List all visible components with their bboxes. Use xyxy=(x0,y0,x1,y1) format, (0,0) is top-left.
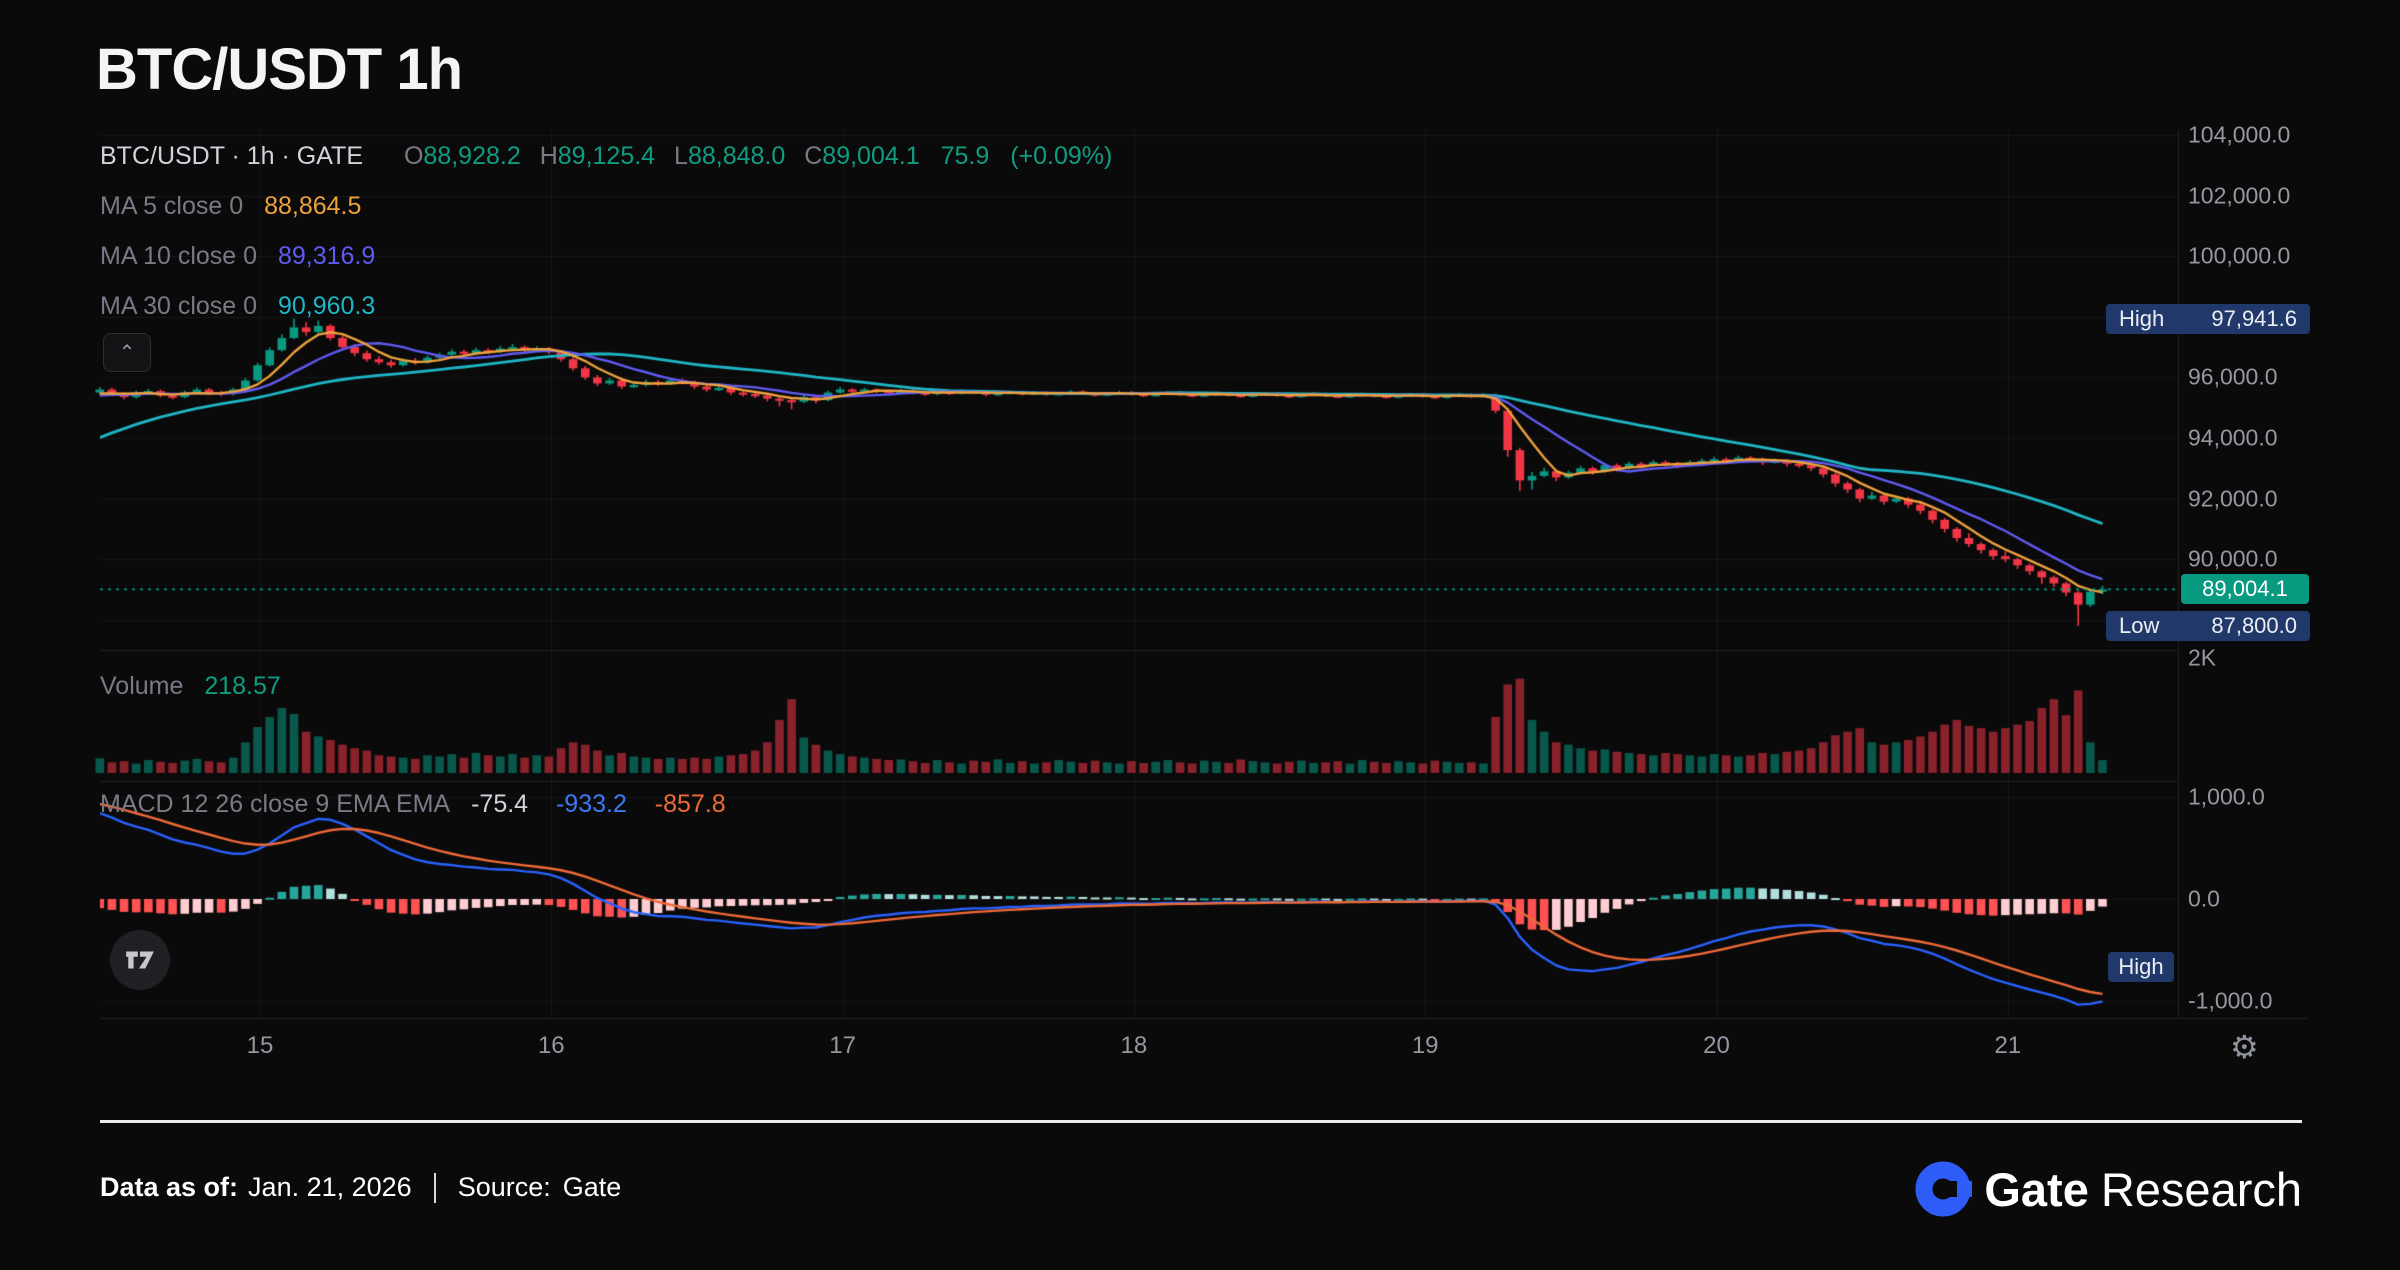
gate-logo-icon xyxy=(1915,1161,1973,1217)
macd-hist-value: -75.4 xyxy=(471,790,529,818)
macd-marker-badge: High xyxy=(2108,952,2174,982)
tradingview-logo[interactable] xyxy=(110,930,170,990)
footer-divider xyxy=(100,1120,2302,1123)
page-title: BTC/USDT 1h xyxy=(96,37,463,102)
high-badge-label: High xyxy=(2119,306,2165,331)
change-percent: (+0.09%) xyxy=(1010,142,1113,170)
volume-legend[interactable]: Volume 218.57 xyxy=(100,672,281,701)
symbol-legend[interactable]: BTC/USDT · 1h · GATE O88,928.2 H89,125.4… xyxy=(100,142,1112,171)
high-key: H xyxy=(539,142,558,170)
low-badge-value: 87,800.0 xyxy=(2211,613,2297,638)
data-as-of-label: Data as of: xyxy=(100,1172,239,1202)
high-value: 89,125.4 xyxy=(557,142,656,170)
volume-value: 218.57 xyxy=(204,672,281,700)
gate-research-brand: Gate Research xyxy=(1914,1160,2302,1218)
volume-axis-label: 2K xyxy=(2188,644,2217,671)
collapse-legend-button[interactable]: ⌃ xyxy=(103,333,151,372)
brand-research: Research xyxy=(2100,1162,2302,1216)
last-price-badge: 89,004.1 xyxy=(2181,574,2309,604)
macd-marker-label: High xyxy=(2118,954,2164,979)
close-key: C xyxy=(804,142,823,170)
low-badge-label: Low xyxy=(2119,613,2160,638)
settings-gear-icon[interactable]: ⚙ xyxy=(2230,1029,2259,1065)
ma10-value: 89,316.9 xyxy=(277,242,376,270)
ma5-legend[interactable]: MA 5 close 0 88,864.5 xyxy=(100,192,361,221)
high-price-badge: High 97,941.6 xyxy=(2106,304,2310,334)
macd-legend[interactable]: MACD 12 26 close 9 EMA EMA -75.4 -933.2 … xyxy=(100,790,726,819)
tradingview-glyph xyxy=(126,951,154,969)
ma30-value: 90,960.3 xyxy=(277,292,376,320)
low-price-badge: Low 87,800.0 xyxy=(2106,611,2310,641)
high-badge-value: 97,941.6 xyxy=(2211,306,2297,331)
low-value: 88,848.0 xyxy=(687,142,786,170)
brand-gate: Gate xyxy=(1984,1162,2089,1216)
ma10-label: MA 10 close 0 xyxy=(100,242,258,270)
macd-line-value: -933.2 xyxy=(555,790,627,818)
ma10-legend[interactable]: MA 10 close 0 89,316.9 xyxy=(100,242,375,271)
last-price-value: 89,004.1 xyxy=(2202,576,2288,601)
data-as-of-date: Jan. 21, 2026 xyxy=(248,1172,412,1202)
change-value: 75.9 xyxy=(940,142,990,170)
ma5-value: 88,864.5 xyxy=(264,192,362,220)
open-key: O xyxy=(403,142,424,170)
close-value: 89,004.1 xyxy=(822,142,920,170)
ma5-label: MA 5 close 0 xyxy=(100,192,244,220)
ma30-legend[interactable]: MA 30 close 0 90,960.3 xyxy=(100,292,375,321)
macd-signal-value: -857.8 xyxy=(654,790,726,818)
macd-label: MACD 12 26 close 9 EMA EMA xyxy=(100,790,451,818)
volume-label: Volume xyxy=(100,672,184,700)
source-value: Gate xyxy=(562,1172,622,1202)
symbol-label: BTC/USDT · 1h · GATE xyxy=(100,142,364,170)
footer-separator xyxy=(433,1172,436,1203)
source-label: Source: xyxy=(457,1172,551,1202)
footer-info: Data as of: Jan. 21, 2026 Source: Gate xyxy=(100,1172,621,1203)
low-key: L xyxy=(674,142,688,170)
open-value: 88,928.2 xyxy=(423,142,521,170)
chevron-up-icon: ⌃ xyxy=(118,342,136,364)
ma30-label: MA 30 close 0 xyxy=(100,292,258,320)
